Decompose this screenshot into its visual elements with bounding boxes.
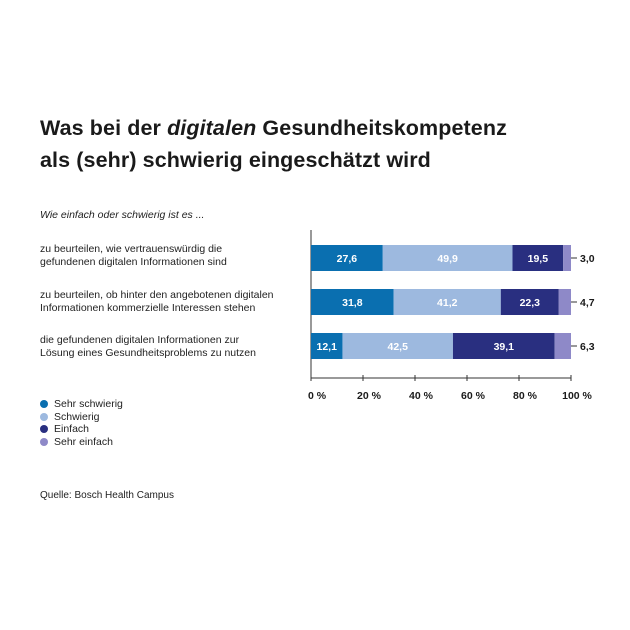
- data-label-1-3: 19,5: [528, 253, 549, 265]
- chart-title: Was bei der digitalen Gesundheitskompete…: [40, 112, 600, 176]
- x-tick-label-80: 80 %: [513, 390, 538, 402]
- bar-segment-2-1: [311, 289, 394, 315]
- legend-item-einfach: Einfach: [40, 423, 123, 436]
- data-label-1-1: 27,6: [337, 253, 358, 265]
- legend-label-sehr-einfach: Sehr einfach: [54, 436, 113, 449]
- category-label-3: die gefundenen digitalen Informationen z…: [40, 334, 302, 360]
- category-label-1-line-1: zu beurteilen, wie vertrauenswürdig die: [40, 243, 223, 255]
- x-tick-label-20: 20 %: [357, 390, 382, 402]
- legend-label-sehr-schwierig: Sehr schwierig: [54, 398, 123, 411]
- title-line-2: als (sehr) schwierig eingeschätzt wird: [40, 148, 431, 172]
- category-label-2-line-1: zu beurteilen, ob hinter den angebotenen…: [40, 289, 274, 301]
- data-label-2-4: 4,7: [580, 297, 595, 309]
- category-label-3-line-2: Lösung eines Gesundheitsproblems zu nutz…: [40, 347, 256, 359]
- data-label-2-1: 31,8: [342, 297, 363, 309]
- data-label-1-4: 3,0: [580, 253, 595, 265]
- bar-segment-2-2: [393, 289, 501, 315]
- bar-segment-3-1: [311, 333, 343, 359]
- legend-item-schwierig: Schwierig: [40, 411, 123, 424]
- legend-swatch-sehr-schwierig: [40, 400, 48, 409]
- category-label-2: zu beurteilen, ob hinter den angebotenen…: [40, 289, 302, 315]
- x-tick-label-60: 60 %: [461, 390, 486, 402]
- bar-segment-3-2: [342, 333, 453, 359]
- title-emphasis: digitalen: [167, 116, 257, 140]
- data-label-3-2: 42,5: [387, 341, 408, 353]
- bar-segment-2-3: [500, 289, 559, 315]
- data-label-1-2: 49,9: [437, 253, 458, 265]
- data-label-3-4: 6,3: [580, 341, 595, 353]
- legend-label-einfach: Einfach: [54, 423, 90, 436]
- x-tick-label-0: 0 %: [308, 390, 327, 402]
- data-label-2-2: 41,2: [437, 297, 458, 309]
- data-label-2-3: 22,3: [520, 297, 541, 309]
- legend-swatch-sehr-einfach: [40, 438, 48, 447]
- bar-segment-1-3: [512, 245, 564, 271]
- legend-item-sehr-schwierig: Sehr schwierig: [40, 398, 123, 411]
- chart-subtitle: Wie einfach oder schwierig ist es ...: [40, 209, 205, 221]
- bar-segment-2-4: [558, 289, 571, 315]
- category-label-3-line-1: die gefundenen digitalen Informationen z…: [40, 334, 240, 346]
- bar-segment-3-4: [554, 333, 571, 359]
- legend-swatch-schwierig: [40, 412, 48, 421]
- legend-swatch-einfach: [40, 425, 48, 434]
- bar-segment-1-4: [563, 245, 571, 271]
- title-part-2: Gesundheitskompetenz: [256, 116, 507, 140]
- x-tick-label-40: 40 %: [409, 390, 434, 402]
- category-label-2-line-2: Informationen kommerzielle Interessen st…: [40, 302, 256, 314]
- legend-item-sehr-einfach: Sehr einfach: [40, 436, 123, 449]
- category-label-1-line-2: gefundenen digitalen Informationen sind: [40, 256, 227, 268]
- category-label-1: zu beurteilen, wie vertrauenswürdig die …: [40, 243, 302, 269]
- legend: Sehr schwierig Schwierig Einfach Sehr ei…: [40, 398, 123, 448]
- bar-segment-1-1: [311, 245, 383, 271]
- bar-segment-3-3: [452, 333, 555, 359]
- legend-label-schwierig: Schwierig: [54, 410, 100, 423]
- source-note: Quelle: Bosch Health Campus: [40, 490, 174, 501]
- title-part-1: Was bei der: [40, 116, 168, 140]
- data-label-3-3: 39,1: [494, 341, 515, 353]
- bar-segment-1-2: [382, 245, 513, 271]
- x-tick-label-100: 100 %: [562, 390, 592, 402]
- data-label-3-1: 12,1: [317, 341, 338, 353]
